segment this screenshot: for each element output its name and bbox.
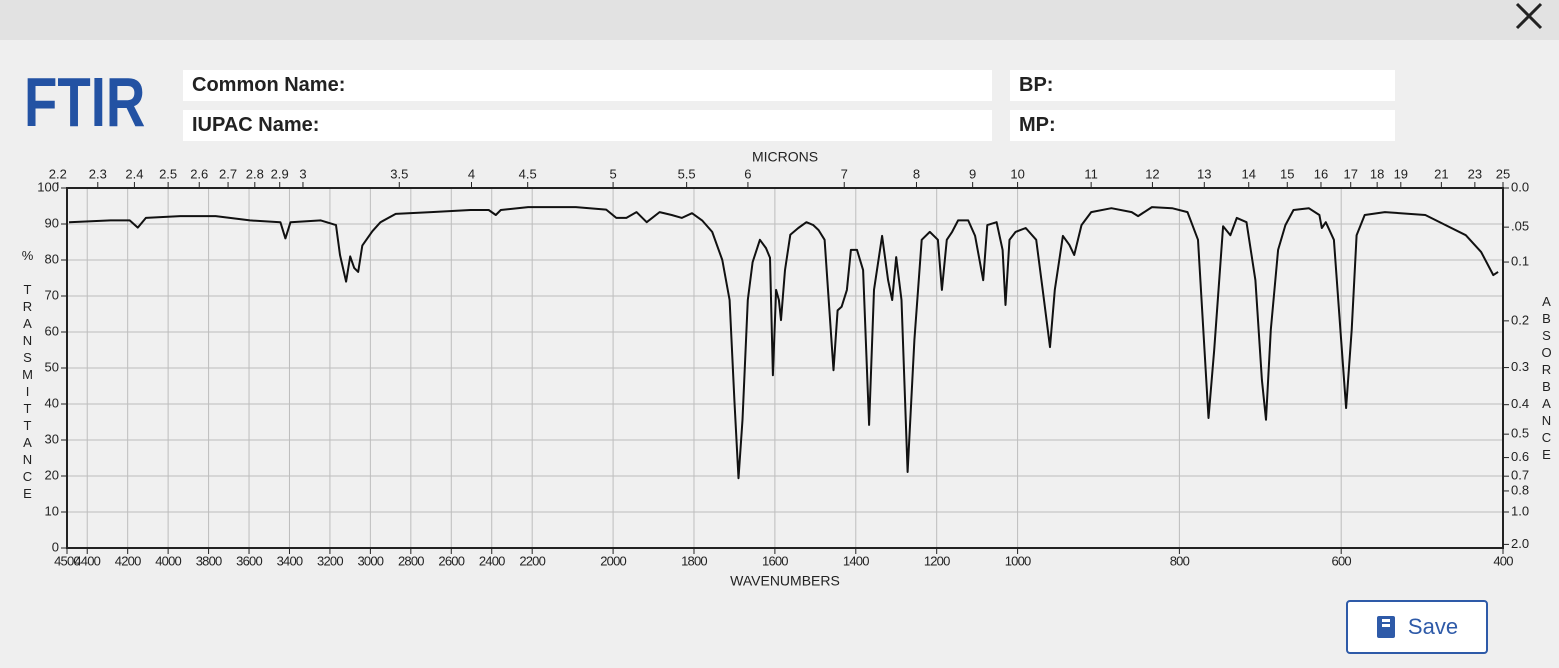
x-tick-label: 3600: [236, 553, 262, 568]
top-bar: [0, 0, 1559, 40]
x2-tick-label: 9: [969, 166, 976, 181]
x2-tick-label: 2.5: [159, 166, 177, 181]
close-icon: [1515, 2, 1543, 30]
save-icon: [1376, 616, 1395, 638]
y2-tick-label: 0.1: [1511, 253, 1529, 268]
x2-tick-label: 19: [1394, 166, 1408, 181]
x2-tick-label: 8: [913, 166, 920, 181]
y2-tick-label: 0.4: [1511, 396, 1529, 411]
x-tick-label: 1800: [681, 553, 707, 568]
field: BP:: [1010, 70, 1395, 101]
x2-tick-label: 2.2: [49, 166, 67, 181]
y2-tick-label: 0.0: [1511, 179, 1529, 194]
x-tick-label: 4500: [54, 553, 80, 568]
x2-tick-label: 10: [1010, 166, 1024, 181]
y-tick-label: 80: [45, 251, 59, 266]
logo: FTIR: [24, 63, 146, 141]
x2-tick-label: 6: [744, 166, 751, 181]
y-tick-label: 50: [45, 359, 59, 374]
x-tick-label: 3200: [317, 553, 343, 568]
x2-tick-label: 11: [1084, 166, 1098, 181]
x2-tick-label: 2.6: [190, 166, 208, 181]
save-button[interactable]: Save: [1346, 600, 1488, 654]
y-tick-label: 30: [45, 431, 59, 446]
x-tick-label: 3800: [196, 553, 222, 568]
spectrum-line: [68, 206, 1499, 480]
x-tick-label: 4000: [155, 553, 181, 568]
x2-tick-label: 12: [1145, 166, 1159, 181]
x-tick-label: 3400: [277, 553, 303, 568]
y-tick-label: 10: [45, 503, 59, 518]
x-tick-label: 3000: [358, 553, 384, 568]
x2-tick-label: 2.7: [219, 166, 237, 181]
y2-tick-label: 2.0: [1511, 536, 1529, 551]
x-tick-label: 2200: [519, 553, 545, 568]
x2-axis-label: MICRONS: [752, 149, 818, 165]
y2-tick-label: 0.8: [1511, 482, 1529, 497]
x2-tick-label: 7: [841, 166, 848, 181]
y2-tick-label: 0.7: [1511, 468, 1529, 483]
x-tick-label: 4200: [115, 553, 141, 568]
y-tick-label: 100: [37, 179, 59, 194]
x-tick-label: 600: [1332, 553, 1352, 568]
x2-tick-label: 2.4: [125, 166, 143, 181]
x-tick-label: 1600: [762, 553, 788, 568]
x-tick-label: 2600: [438, 553, 464, 568]
x2-tick-label: 3: [299, 166, 306, 181]
y2-axis-label: ABSORBANCE: [1539, 294, 1554, 464]
y2-tick-label: 0.3: [1511, 359, 1529, 374]
x2-tick-label: 4.5: [519, 166, 537, 181]
field: IUPAC Name:: [183, 110, 992, 141]
x-tick-label: 1200: [924, 553, 950, 568]
x2-tick-label: 25: [1496, 166, 1510, 181]
close-button[interactable]: [1510, 0, 1548, 34]
x-tick-label: 2000: [600, 553, 626, 568]
y2-tick-label: 0.6: [1511, 449, 1529, 464]
y-tick-label: 0: [52, 539, 59, 554]
x2-tick-label: 13: [1197, 166, 1211, 181]
x-tick-label: 1400: [843, 553, 869, 568]
x-tick-label: 2800: [398, 553, 424, 568]
y-tick-label: 60: [45, 323, 59, 338]
x-tick-label: 4400: [74, 553, 100, 568]
x2-tick-label: 15: [1280, 166, 1294, 181]
x-tick-label: 800: [1170, 553, 1190, 568]
x2-tick-label: 14: [1242, 166, 1256, 181]
x-tick-label: 1000: [1005, 553, 1031, 568]
x2-tick-label: 2.8: [246, 166, 264, 181]
x2-tick-label: 21: [1434, 166, 1448, 181]
x2-tick-label: 2.3: [89, 166, 107, 181]
y-tick-label: 70: [45, 287, 59, 302]
x2-tick-label: 18: [1370, 166, 1384, 181]
y-tick-label: 40: [45, 395, 59, 410]
y-tick-label: 90: [45, 215, 59, 230]
x2-tick-label: 23: [1468, 166, 1482, 181]
x2-tick-label: 5: [609, 166, 616, 181]
field: Common Name:: [183, 70, 992, 101]
y-tick-label: 20: [45, 467, 59, 482]
x2-tick-label: 3.5: [390, 166, 408, 181]
y-axis-label: % TRANSMITTANCE: [20, 248, 35, 503]
y2-tick-label: 0.2: [1511, 312, 1529, 327]
y2-tick-label: .05: [1511, 219, 1529, 234]
plot-frame: [66, 187, 1504, 549]
x2-tick-label: 5.5: [678, 166, 696, 181]
x-tick-label: 2400: [479, 553, 505, 568]
x2-tick-label: 4: [468, 166, 475, 181]
x2-tick-label: 2.9: [271, 166, 289, 181]
x-axis-label: WAVENUMBERS: [730, 573, 840, 589]
x2-tick-label: 17: [1343, 166, 1357, 181]
y2-tick-label: 0.5: [1511, 426, 1529, 441]
field: MP:: [1010, 110, 1395, 141]
x-tick-label: 400: [1493, 553, 1513, 568]
x2-tick-label: 16: [1314, 166, 1328, 181]
save-label: Save: [1407, 614, 1459, 639]
y2-tick-label: 1.0: [1511, 503, 1529, 518]
